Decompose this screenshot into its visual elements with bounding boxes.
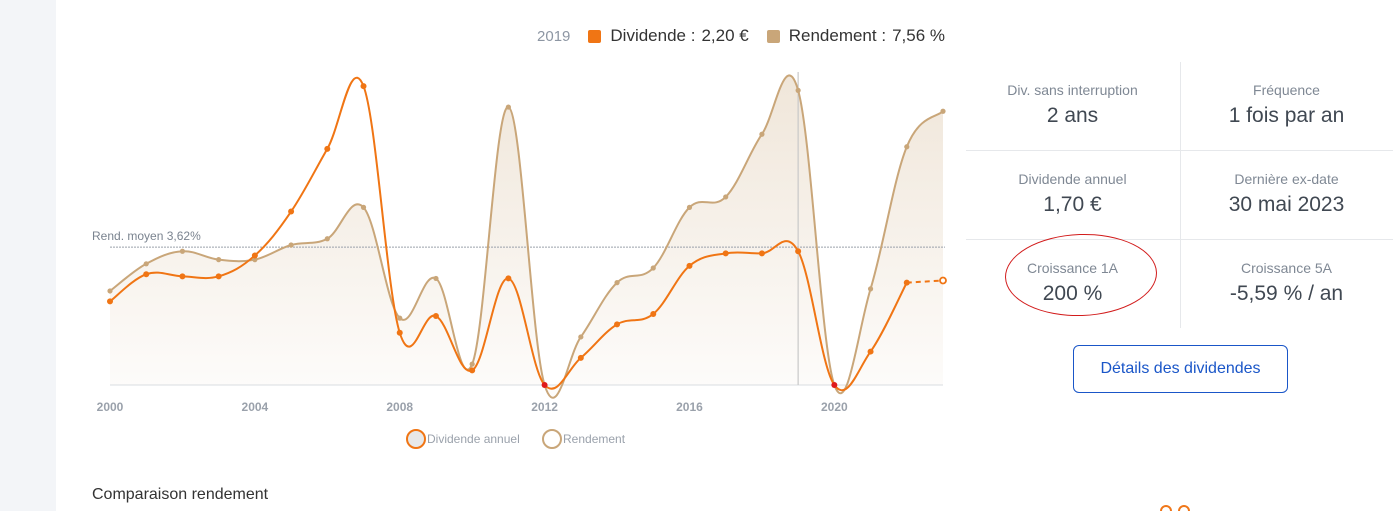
rendement-point: [179, 248, 186, 254]
tooltip-dividend-value: 2,20 €: [701, 26, 749, 45]
dividende-point: [215, 273, 222, 280]
rendement-point: [288, 242, 294, 248]
stat-growth-5y: Croissance 5A -5,59 % / an: [1180, 240, 1393, 328]
dividend-swatch-icon: [588, 29, 602, 43]
dividende-point: [903, 279, 910, 286]
stat-value: 1 fois par an: [1228, 104, 1345, 127]
stat-title: Croissance 1A: [1026, 260, 1119, 276]
stat-title: Croissance 5A: [1240, 260, 1333, 276]
rendement-point: [324, 236, 330, 242]
tooltip-yield-value: 7,56 %: [892, 26, 945, 45]
stat-uninterrupted: Div. sans interruption 2 ans: [966, 62, 1179, 150]
yield-swatch-icon: [766, 29, 780, 43]
tooltip-year: 2019: [537, 27, 571, 45]
stat-title: Dernière ex-date: [1234, 171, 1339, 187]
x-tick-label: 2012: [531, 400, 558, 414]
rendement-point: [904, 144, 910, 150]
x-tick-label: 2016: [676, 400, 703, 414]
dividende-point: [432, 313, 439, 320]
rendement-point: [469, 361, 475, 367]
stat-value: 1,70 €: [1043, 193, 1102, 216]
chart-tooltip-header: 2019 Dividende : 2,20 € Rendement : 7,56…: [0, 26, 1030, 46]
rendement-point: [578, 334, 584, 340]
x-tick-label: 2008: [386, 400, 413, 414]
rendement-point: [759, 131, 765, 137]
dividende-point: [251, 252, 258, 259]
dividende-point: [831, 382, 838, 388]
dividend-chart[interactable]: Rend. moyen 3,62% 2000 2004 2008 2012 2016 202…: [80, 60, 960, 460]
stats-divider: [1180, 62, 1181, 328]
rendement-point: [143, 261, 149, 267]
dividende-point: [143, 271, 150, 278]
dividende-point: [541, 382, 548, 388]
rendement-point: [433, 275, 439, 282]
average-yield-label: Rend. moyen 3,62%: [92, 229, 201, 243]
rendement-point: [614, 280, 620, 286]
stat-title: Dividende annuel: [1018, 171, 1127, 187]
stat-growth-1y: Croissance 1A 200 %: [966, 240, 1179, 328]
rendement-point: [686, 204, 693, 210]
x-tick-label: 2004: [242, 400, 269, 414]
dividende-point: [650, 310, 657, 317]
x-tick-label: 2020: [821, 400, 848, 414]
series-line-dividende: [109, 76, 908, 392]
stat-annual-dividend: Dividende annuel 1,70 €: [966, 151, 1179, 239]
stat-title: Div. sans interruption: [1007, 82, 1138, 98]
dividende-point: [288, 208, 295, 215]
dividende-point: [939, 276, 947, 285]
stat-value: 30 mai 2023: [1228, 193, 1345, 216]
rendement-point: [940, 108, 946, 114]
stat-frequency: Fréquence 1 fois par an: [1180, 62, 1393, 150]
partial-icon: [1160, 505, 1172, 511]
dividend-stats-grid: Div. sans interruption 2 ans Fréquence 1…: [966, 62, 1393, 328]
rendement-point: [107, 288, 113, 294]
legend-marker-rendement: [542, 429, 562, 449]
dividende-point: [795, 248, 802, 255]
tooltip-yield-label: Rendement :: [788, 26, 887, 45]
rendement-point: [650, 265, 656, 271]
stat-title: Fréquence: [1253, 82, 1320, 98]
dividende-point: [758, 250, 765, 257]
legend-marker-dividende: [406, 429, 426, 449]
stat-value: 200 %: [1042, 282, 1103, 305]
dividende-point: [107, 298, 113, 305]
dividende-point: [686, 262, 693, 269]
series-line-dividende-projected: [906, 279, 944, 284]
dividende-point: [179, 273, 186, 280]
partial-icon: [1178, 505, 1190, 511]
tooltip-dividend-label: Dividende :: [610, 26, 696, 45]
stat-value: 2 ans: [1046, 104, 1099, 127]
x-tick-label: 2000: [97, 400, 124, 414]
legend-label-dividende: Dividende annuel: [427, 432, 520, 446]
dividende-point: [469, 367, 476, 374]
rendement-point: [216, 257, 222, 263]
dividende-point: [360, 83, 367, 90]
rendement-point: [397, 315, 403, 321]
left-gutter: [0, 0, 56, 511]
dividende-point: [396, 329, 403, 336]
chart-legend: Dividende annuel Rendement: [406, 429, 626, 449]
dividende-point: [505, 275, 512, 282]
dividende-point: [577, 354, 584, 361]
rendement-point: [252, 257, 258, 263]
rendement-point: [795, 87, 801, 93]
rendement-point: [360, 204, 367, 210]
dividende-point: [614, 321, 621, 328]
stat-value: -5,59 % / an: [1229, 282, 1344, 305]
dividend-details-button[interactable]: Détails des dividendes: [1073, 345, 1288, 393]
stats-divider: [966, 239, 1393, 240]
rendement-point: [505, 104, 511, 110]
dividende-point: [867, 348, 874, 355]
stats-divider: [966, 150, 1393, 151]
rendement-point: [723, 194, 729, 200]
dividende-point: [324, 145, 331, 152]
dividende-point: [722, 250, 729, 257]
stat-last-ex-date: Dernière ex-date 30 mai 2023: [1180, 151, 1393, 239]
legend-label-rendement: Rendement: [563, 432, 626, 446]
section-title: Comparaison rendement: [92, 486, 269, 503]
rendement-point: [867, 286, 874, 292]
